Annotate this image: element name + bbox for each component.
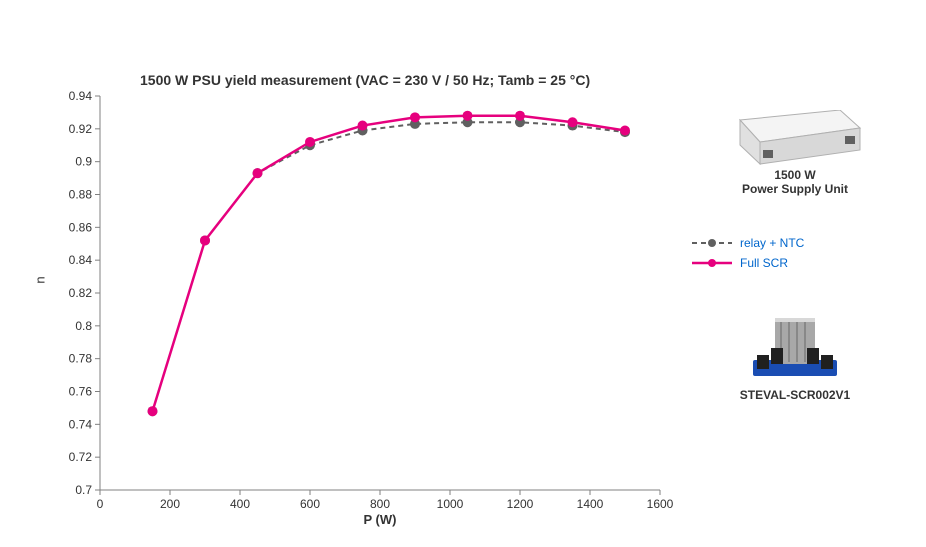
svg-text:1200: 1200 xyxy=(507,497,534,511)
svg-text:0.78: 0.78 xyxy=(69,352,93,366)
product-bottom: STEVAL-SCR002V1 xyxy=(680,300,910,402)
svg-text:0.74: 0.74 xyxy=(69,417,93,431)
product-bottom-label: STEVAL-SCR002V1 xyxy=(680,388,910,402)
legend-item-relay-ntc: relay + NTC xyxy=(692,236,910,250)
legend-swatch-relay xyxy=(692,237,732,249)
legend-label-scr: Full SCR xyxy=(740,256,788,270)
svg-text:0.82: 0.82 xyxy=(69,286,93,300)
svg-text:0.94: 0.94 xyxy=(69,89,93,103)
svg-text:400: 400 xyxy=(230,497,250,511)
legend-swatch-scr xyxy=(692,257,732,269)
svg-text:0.72: 0.72 xyxy=(69,450,93,464)
svg-text:800: 800 xyxy=(370,497,390,511)
legend-item-full-scr: Full SCR xyxy=(692,256,910,270)
svg-text:0.92: 0.92 xyxy=(69,122,93,136)
svg-text:0.8: 0.8 xyxy=(75,319,92,333)
svg-text:0: 0 xyxy=(97,497,104,511)
svg-text:0.7: 0.7 xyxy=(75,483,92,497)
product-top: 1500 W Power Supply Unit xyxy=(680,110,910,196)
product-top-label-1: 1500 W xyxy=(680,168,910,182)
svg-text:600: 600 xyxy=(300,497,320,511)
svg-text:0.84: 0.84 xyxy=(69,253,93,267)
svg-text:1600: 1600 xyxy=(647,497,674,511)
svg-text:1400: 1400 xyxy=(577,497,604,511)
svg-text:0.88: 0.88 xyxy=(69,188,93,202)
product-top-label-2: Power Supply Unit xyxy=(680,182,910,196)
svg-text:200: 200 xyxy=(160,497,180,511)
steval-icon xyxy=(745,300,845,380)
legend-label-relay: relay + NTC xyxy=(740,236,804,250)
psu-icon xyxy=(725,110,865,160)
svg-text:0.76: 0.76 xyxy=(69,385,93,399)
legend: relay + NTC Full SCR xyxy=(692,236,910,270)
figure-container: 1500 W PSU yield measurement (VAC = 230 … xyxy=(0,0,926,547)
svg-text:1000: 1000 xyxy=(437,497,464,511)
svg-text:0.9: 0.9 xyxy=(75,155,92,169)
side-panel: 1500 W Power Supply Unit relay + NTC Ful… xyxy=(680,110,910,402)
svg-text:0.86: 0.86 xyxy=(69,220,93,234)
